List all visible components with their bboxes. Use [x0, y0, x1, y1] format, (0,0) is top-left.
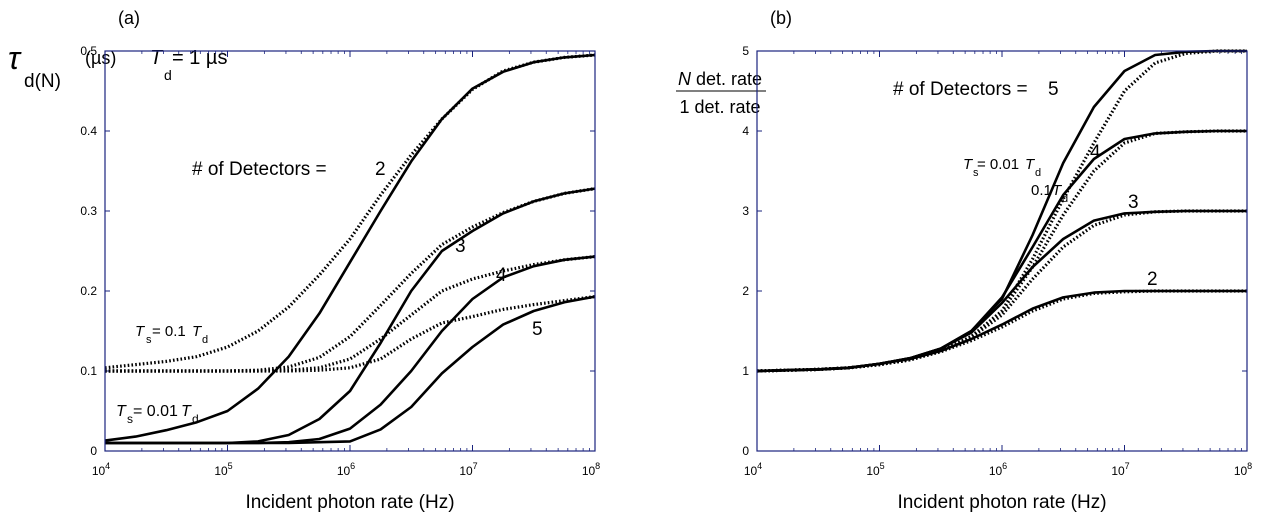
- panel-b-x-tick-label: 104: [744, 461, 762, 478]
- panel-a-td-label: T d = 1 µs: [150, 47, 227, 83]
- panel-a-series-dotted-5: [105, 187, 596, 373]
- panel-b-x-tick-label: 108: [1234, 461, 1252, 478]
- panel-b-y-tick-label: 5: [742, 44, 749, 58]
- panel-a-series-solid-2: [105, 255, 596, 445]
- panel-b-n4-label: 4: [1090, 142, 1101, 163]
- panel-b-y-tick-label: 1: [742, 364, 749, 378]
- panel-b-y-label-n: N: [678, 69, 692, 89]
- svg-text:T: T: [192, 323, 203, 340]
- panel-a-x-tick-label: 105: [214, 461, 232, 478]
- svg-text:s: s: [973, 167, 979, 179]
- panel-b-y-label-numerator: det. rate: [691, 69, 762, 89]
- panel-a-td-T: T: [150, 47, 164, 69]
- panel-a-frame: [104, 50, 596, 452]
- panel-b-y-tick-label: 0: [742, 444, 749, 458]
- panel-b-frame: [756, 50, 1248, 452]
- panel-b-ts-001-label: T s = 0.01 T d: [963, 156, 1041, 179]
- svg-text:= 0.01: = 0.01: [133, 403, 178, 420]
- svg-text:T: T: [1052, 182, 1063, 199]
- panel-b-y-label: N det. rate 1 det. rate: [676, 69, 766, 117]
- panel-a-ts-001-label: T s = 0.01 T d: [116, 403, 199, 426]
- svg-text:d: d: [192, 412, 199, 426]
- panel-a-n4-label: 4: [496, 265, 507, 286]
- panel-a-y-tick-label: 0.1: [80, 364, 97, 378]
- panel-a-td-sub: d: [164, 67, 172, 83]
- panel-a-ts-01-label: T s = 0.1 T d: [135, 323, 208, 346]
- svg-text:d: d: [1062, 193, 1068, 205]
- panel-b-series-dotted-7: [756, 289, 1247, 373]
- panel-a-y-label-symbol: τ: [8, 40, 22, 76]
- panel-a-x-tick-label: 106: [337, 461, 355, 478]
- svg-text:T: T: [135, 323, 146, 340]
- svg-text:T: T: [116, 403, 127, 420]
- panel-a-y-label-sub: d(N): [24, 71, 61, 92]
- svg-text:T: T: [963, 156, 974, 173]
- panel-b-series-solid-3: [756, 289, 1247, 373]
- panel-a-y-tick-label: 0: [90, 444, 97, 458]
- panel-b-axes: 0 1 2 3 4 5 104 105 106 107 108: [742, 44, 1252, 478]
- panel-b-y-tick-label: 2: [742, 284, 749, 298]
- panel-b-series: [756, 49, 1247, 373]
- panel-a-y-label-unit: (µs): [85, 48, 116, 68]
- panel-b: (b) N det. rate 1 det. rate 0 1 2 3 4 5 104 105…: [676, 8, 1252, 513]
- panel-a-y-tick-label: 0.2: [80, 284, 97, 298]
- panel-a-label: (a): [118, 8, 140, 28]
- svg-text:= 0.1: = 0.1: [152, 323, 186, 340]
- panel-b-td-01-label: 0.1 T d: [1031, 182, 1068, 205]
- panel-b-y-tick-label: 3: [742, 204, 749, 218]
- panel-b-n2-label: 2: [1147, 269, 1158, 290]
- panel-a-y-tick-label: 0.3: [80, 204, 97, 218]
- svg-text:d: d: [202, 334, 208, 346]
- svg-text:T: T: [181, 403, 192, 420]
- panel-a-x-label: Incident photon rate (Hz): [245, 492, 454, 513]
- panel-a-series-solid-0: [104, 53, 596, 442]
- svg-text:= 0.01: = 0.01: [977, 156, 1019, 173]
- panel-b-detectors-label: # of Detectors =: [893, 79, 1028, 100]
- svg-text:0.1: 0.1: [1031, 182, 1052, 199]
- panel-a-n5-label: 5: [532, 319, 543, 340]
- svg-text:N det. rate: N det. rate: [678, 69, 762, 89]
- panel-b-series-dotted-5: [756, 129, 1247, 373]
- svg-text:d(N): d(N): [24, 71, 61, 92]
- panel-a-n2-label: 2: [375, 159, 386, 180]
- panel-b-label: (b): [770, 8, 792, 28]
- panel-a-detectors-label: # of Detectors =: [192, 159, 327, 180]
- panel-b-n3-label: 3: [1128, 192, 1139, 213]
- svg-text:d: d: [1035, 167, 1041, 179]
- panel-b-x-tick-label: 105: [866, 461, 884, 478]
- panel-a-td-rest: = 1 µs: [172, 47, 227, 69]
- panel-a-series-dotted-4: [104, 53, 596, 370]
- svg-text:T: T: [1025, 156, 1036, 173]
- panel-a-x-tick-label: 104: [92, 461, 110, 478]
- panel-a-series-dotted-6: [105, 255, 596, 373]
- panel-a-y-tick-label: 0.4: [80, 124, 97, 138]
- panel-b-x-tick-label: 106: [989, 461, 1007, 478]
- panel-b-x-tick-label: 107: [1111, 461, 1129, 478]
- panel-a-x-tick-label: 107: [459, 461, 477, 478]
- panel-a-series-solid-3: [105, 295, 596, 445]
- panel-a-n3-label: 3: [455, 236, 466, 257]
- panel-a-x-tick-label: 108: [582, 461, 600, 478]
- svg-text:s: s: [127, 412, 133, 426]
- panel-b-y-label-denominator: 1 det. rate: [679, 97, 760, 117]
- panel-a-series: [104, 53, 596, 445]
- svg-text:s: s: [146, 334, 152, 346]
- panel-b-n5-label: 5: [1048, 79, 1059, 100]
- panel-b-y-tick-label: 4: [742, 124, 749, 138]
- panel-a-y-label: τ d(N) (µs): [8, 40, 116, 92]
- panel-a-y-tick-label: 0.5: [80, 44, 97, 58]
- panel-b-x-label: Incident photon rate (Hz): [897, 492, 1106, 513]
- panel-a: (a) τ d(N) (µs) T d = 1 µs 0 0.1 0.2 0.3 0.4…: [8, 8, 600, 513]
